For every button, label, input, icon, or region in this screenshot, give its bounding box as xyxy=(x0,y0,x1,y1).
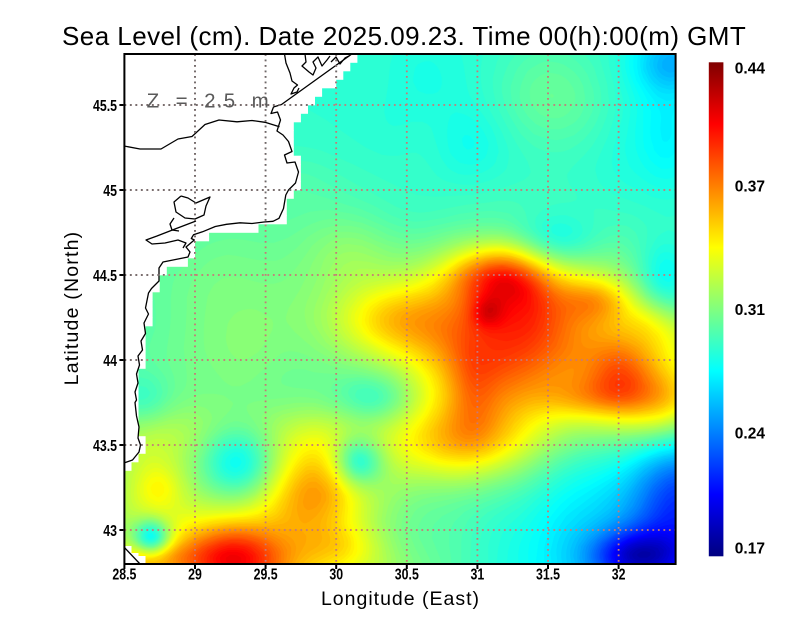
svg-text:28.5: 28.5 xyxy=(112,567,136,584)
svg-text:45: 45 xyxy=(103,183,117,200)
svg-text:Sea Level (cm). Date 2025.09.2: Sea Level (cm). Date 2025.09.23. Time 00… xyxy=(62,21,746,51)
svg-text:31.5: 31.5 xyxy=(536,567,560,584)
svg-text:44.5: 44.5 xyxy=(93,268,117,285)
svg-text:29: 29 xyxy=(188,567,202,584)
svg-text:43.5: 43.5 xyxy=(93,438,117,455)
svg-text:32: 32 xyxy=(612,567,626,584)
svg-text:30: 30 xyxy=(329,567,343,584)
svg-text:0.37: 0.37 xyxy=(735,178,765,195)
svg-text:0.44: 0.44 xyxy=(735,61,766,78)
svg-text:44: 44 xyxy=(103,353,117,370)
svg-text:0.24: 0.24 xyxy=(735,425,766,442)
svg-text:Longitude (East): Longitude (East) xyxy=(321,588,480,610)
svg-text:0.17: 0.17 xyxy=(735,541,765,558)
svg-text:45.5: 45.5 xyxy=(93,98,117,115)
svg-text:30.5: 30.5 xyxy=(395,567,419,584)
svg-text:31: 31 xyxy=(471,567,485,584)
svg-text:0.31: 0.31 xyxy=(735,302,766,319)
svg-text:Z = 2.5 m: Z = 2.5 m xyxy=(147,90,270,113)
svg-text:29.5: 29.5 xyxy=(254,567,278,584)
svg-text:Latitude (North): Latitude (North) xyxy=(61,231,83,386)
svg-text:43: 43 xyxy=(103,523,117,540)
